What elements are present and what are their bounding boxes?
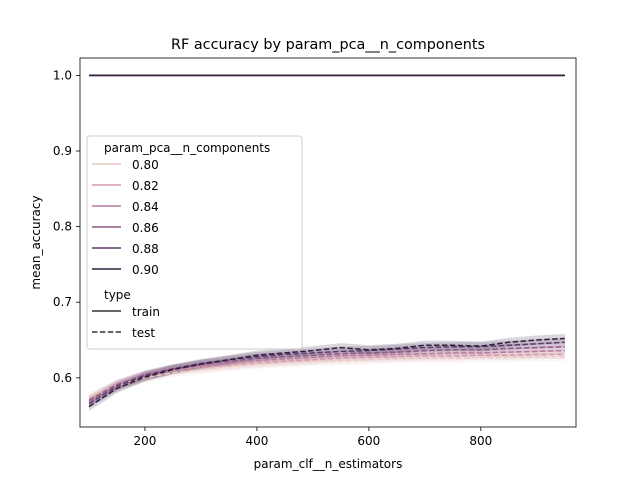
legend-label-test: test [132,326,155,340]
x-axis-label: param_clf__n_estimators [254,457,403,471]
series-line-test-0.80 [88,355,565,398]
plot-area [88,74,565,412]
x-tick-label: 200 [133,434,156,448]
legend-hue-title: param_pca__n_components [104,141,270,155]
legend-label-0.86: 0.86 [132,221,159,235]
legend-label-0.84: 0.84 [132,200,159,214]
legend: param_pca__n_components 0.80 0.82 0.84 0.86… [86,135,303,350]
confidence-band-0.84 [89,346,565,407]
y-tick-label: 0.6 [53,371,72,385]
confidence-band-0.80 [89,352,565,402]
x-tick-label: 600 [357,434,380,448]
x-tick-label: 800 [469,434,492,448]
y-tick-label: 0.7 [53,295,72,309]
y-tick-label: 0.8 [53,220,72,234]
y-axis-label: mean_accuracy [29,195,43,289]
y-tick-label: 0.9 [53,144,72,158]
legend-label-0.90: 0.90 [132,263,159,277]
legend-label-train: train [132,305,160,319]
series-line-test-0.90 [88,337,565,408]
legend-label-0.88: 0.88 [132,242,159,256]
x-axis: 200 400 600 800 [133,427,492,448]
legend-style-title: type [104,288,131,302]
y-axis: 0.6 0.7 0.8 0.9 1.0 [53,68,80,385]
legend-label-0.82: 0.82 [132,179,159,193]
legend-frame [86,135,303,350]
legend-label-0.80: 0.80 [132,158,159,172]
chart-title: RF accuracy by param_pca__n_components [171,37,485,53]
series-line-test-0.84 [88,349,565,403]
x-tick-label: 400 [245,434,268,448]
series-line-test-0.86 [88,346,565,402]
series-line-test-0.88 [88,341,565,405]
axes-frame [79,57,577,428]
y-tick-label: 1.0 [53,68,72,82]
